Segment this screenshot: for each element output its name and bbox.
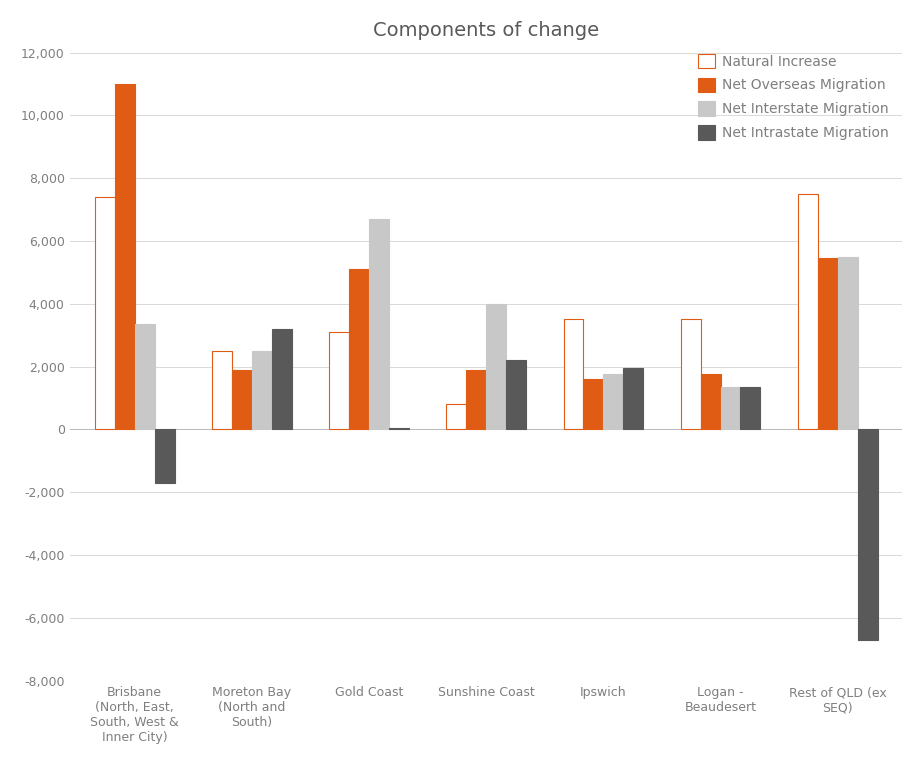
Bar	[389, 428, 409, 429]
Bar	[623, 368, 643, 429]
Bar	[681, 320, 701, 429]
Bar	[857, 429, 878, 640]
Bar	[466, 369, 486, 429]
Bar	[369, 219, 389, 429]
Bar	[564, 320, 583, 429]
Bar	[701, 374, 721, 429]
Bar	[506, 360, 526, 429]
Legend: Natural Increase, Net Overseas Migration, Net Interstate Migration, Net Intrasta: Natural Increase, Net Overseas Migration…	[691, 47, 895, 147]
Bar	[486, 304, 506, 429]
Bar	[447, 404, 466, 429]
Bar	[330, 332, 349, 429]
Bar	[797, 194, 818, 429]
Bar	[271, 329, 292, 429]
Title: Components of change: Components of change	[373, 21, 599, 40]
Bar	[583, 379, 604, 429]
Bar	[135, 324, 155, 429]
Bar	[349, 269, 369, 429]
Bar	[155, 429, 174, 483]
Bar	[212, 351, 232, 429]
Bar	[818, 259, 838, 429]
Bar	[740, 387, 761, 429]
Bar	[252, 351, 271, 429]
Bar	[604, 374, 623, 429]
Bar	[95, 197, 114, 429]
Bar	[838, 256, 857, 429]
Bar	[232, 369, 252, 429]
Bar	[114, 84, 135, 429]
Bar	[721, 387, 740, 429]
